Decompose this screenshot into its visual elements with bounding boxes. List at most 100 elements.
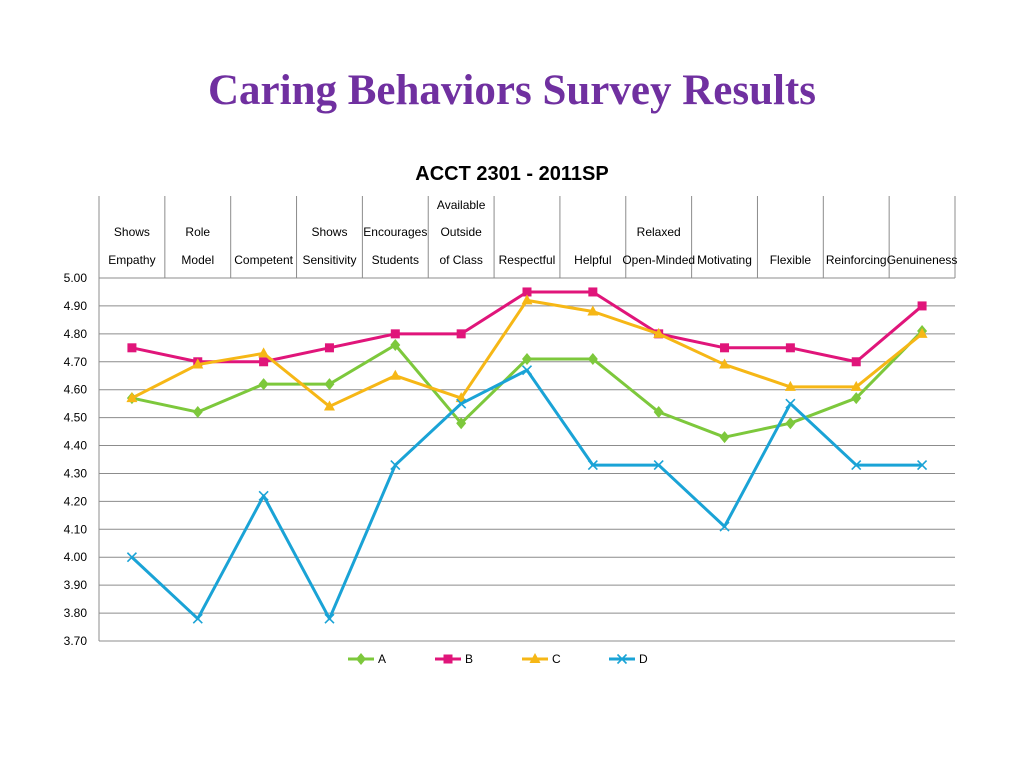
chart-title: ACCT 2301 - 2011SP — [415, 163, 608, 185]
data-point-x — [192, 613, 203, 624]
data-point-square — [588, 287, 598, 297]
category-label: Outside — [440, 225, 482, 239]
data-point-square — [259, 357, 269, 367]
series-line — [130, 368, 923, 621]
category-label: Shows — [311, 225, 347, 239]
y-tick-label: 4.60 — [64, 383, 88, 397]
y-axis: 3.70 3.80 3.90 4.00 4.10 4.20 4.30 4.40 4.50 4.60… — [64, 271, 100, 648]
category-label: Flexible — [770, 253, 812, 267]
data-point-x — [785, 398, 796, 409]
data-point-square — [522, 287, 532, 297]
data-point-x — [521, 365, 533, 376]
data-point-x — [917, 460, 928, 471]
x-stroke — [126, 552, 137, 563]
x-stroke — [587, 460, 598, 471]
data-point-triangle — [587, 305, 599, 316]
category-label: Competent — [234, 253, 293, 267]
x-stroke — [456, 398, 467, 409]
y-tick-label: 4.70 — [64, 355, 88, 369]
data-point-diamond — [390, 339, 401, 352]
data-point-square — [127, 343, 137, 353]
data-point-triangle — [784, 380, 796, 391]
series-D — [126, 365, 928, 624]
x-stroke — [324, 613, 335, 624]
category-label: Genuineness — [887, 253, 958, 267]
data-point-square — [456, 329, 466, 339]
data-point-diamond — [851, 392, 862, 405]
category-label: Students — [372, 253, 419, 267]
data-point-triangle — [850, 380, 862, 391]
y-tick-label: 4.00 — [64, 550, 88, 564]
data-point-diamond — [258, 378, 269, 391]
data-point-triangle — [529, 653, 541, 663]
gridlines — [99, 277, 955, 642]
data-point-triangle — [323, 400, 335, 411]
data-point-square — [917, 301, 927, 311]
y-tick-label: 4.10 — [64, 522, 88, 536]
category-label: Available — [437, 198, 486, 212]
data-point-triangle — [192, 358, 204, 369]
data-point-triangle — [126, 392, 138, 403]
y-tick-label: 4.20 — [64, 494, 88, 508]
legend-item-A: A — [348, 652, 386, 666]
x-stroke — [390, 460, 401, 471]
x-stroke — [785, 398, 796, 409]
y-tick-label: 3.80 — [64, 606, 88, 620]
data-point-square — [390, 329, 400, 339]
data-point-square — [720, 343, 730, 353]
legend-item-B: B — [435, 652, 473, 666]
series-A — [126, 325, 928, 444]
y-tick-label: 4.80 — [64, 327, 88, 341]
data-point-x — [587, 460, 598, 471]
legend: A B C D — [348, 652, 648, 666]
data-point-diamond — [192, 406, 203, 419]
series-line — [131, 330, 924, 439]
data-point-x — [653, 460, 664, 471]
category-label: Relaxed — [637, 225, 681, 239]
series-layer — [126, 287, 928, 624]
data-point-x — [258, 490, 269, 501]
y-tick-label: 4.90 — [64, 299, 88, 313]
y-tick-label: 4.30 — [64, 466, 88, 480]
category-label: Respectful — [499, 253, 556, 267]
legend-item-C: C — [522, 652, 561, 666]
x-stroke — [258, 490, 269, 501]
category-label: Role — [185, 225, 210, 239]
data-point-triangle — [719, 358, 731, 369]
y-tick-label: 4.50 — [64, 411, 88, 425]
legend-label: B — [465, 652, 473, 666]
legend-label: D — [639, 652, 648, 666]
category-label: Encourages — [363, 225, 427, 239]
data-point-diamond — [456, 417, 467, 430]
category-label: Empathy — [108, 253, 155, 267]
data-point-diamond — [587, 352, 598, 365]
x-stroke — [653, 460, 664, 471]
x-stroke — [192, 613, 203, 624]
data-point-triangle — [653, 327, 665, 338]
category-label: Motivating — [697, 253, 752, 267]
category-label: Helpful — [574, 253, 611, 267]
category-label: of Class — [439, 253, 482, 267]
category-label: Model — [181, 253, 214, 267]
category-label: Open-Minded — [622, 253, 695, 267]
data-point-x — [324, 613, 335, 624]
x-stroke — [851, 460, 862, 471]
data-point-triangle — [521, 294, 533, 305]
category-label: Shows — [114, 225, 150, 239]
data-point-x — [851, 460, 862, 471]
data-point-square — [324, 343, 334, 353]
data-point-diamond — [719, 431, 730, 444]
data-point-diamond — [324, 378, 335, 391]
legend-label: A — [378, 652, 386, 666]
x-stroke — [719, 521, 730, 532]
legend-item-D: D — [609, 652, 648, 666]
data-point-diamond — [522, 352, 532, 365]
y-tick-label: 5.00 — [64, 271, 88, 285]
category-label: Sensitivity — [302, 253, 356, 267]
data-point-diamond — [785, 417, 796, 430]
data-point-diamond — [653, 406, 664, 419]
data-point-x — [616, 653, 628, 665]
y-tick-label: 3.90 — [64, 578, 88, 592]
data-point-triangle — [389, 369, 401, 380]
